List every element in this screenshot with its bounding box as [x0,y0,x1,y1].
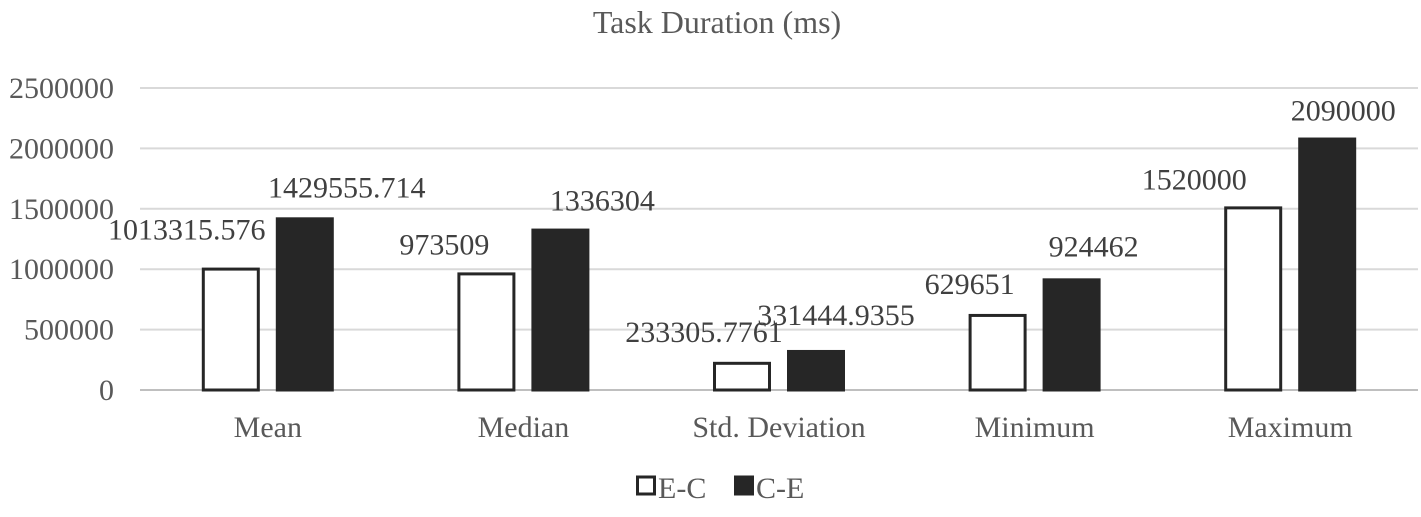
legend-swatch-c-e [734,475,754,496]
x-tick-label: Maximum [1228,411,1353,444]
bar-c-e-median [531,228,590,392]
bar-c-e-mean [275,217,334,392]
legend-label-c-e: C-E [756,472,804,505]
data-label: 331444.9355 [757,299,915,332]
data-label: 1429555.714 [268,171,426,204]
y-tick-label: 2000000 [9,132,114,165]
y-tick-label: 500000 [24,314,114,347]
bar-c-e-std-deviation [787,349,845,392]
bar-e-c-std-deviation [713,361,771,392]
legend-swatch-e-c [636,475,656,496]
data-label: 233305.7761 [625,316,783,349]
data-label: 1336304 [550,185,655,218]
bar-c-e-maximum [1298,137,1357,392]
y-axis-tick-labels: 0 500000 1000000 1500000 2000000 2500000 [9,72,114,407]
y-tick-label: 0 [99,374,114,407]
x-tick-label: Minimum [975,411,1095,444]
y-tick-label: 2500000 [9,72,114,105]
legend-label-e-c: E-C [658,472,706,505]
data-label: 2090000 [1291,95,1396,128]
data-label: 924462 [1049,230,1139,263]
bar-e-c-mean [201,267,260,392]
bar-c-e-minimum [1042,278,1101,392]
x-tick-label: Std. Deviation [692,411,865,444]
data-label: 629651 [925,268,1015,301]
bar-e-c-median [457,272,516,392]
x-axis-tick-labels: Mean Median Std. Deviation Minimum Maximum [234,411,1353,444]
bar-e-c-maximum [1224,206,1283,392]
x-tick-label: Median [478,411,570,444]
data-label: 1013315.576 [108,214,266,247]
x-tick-label: Mean [234,411,302,444]
data-label: 1520000 [1142,163,1247,196]
bar-e-c-minimum [968,313,1027,392]
chart-title: Task Duration (ms) [593,4,841,40]
y-tick-label: 1000000 [9,253,114,286]
gridlines [140,87,1418,391]
bars [201,137,1357,392]
data-label: 973509 [399,228,489,261]
legend: E-C C-E [636,472,804,505]
y-tick-label: 1500000 [9,193,114,226]
